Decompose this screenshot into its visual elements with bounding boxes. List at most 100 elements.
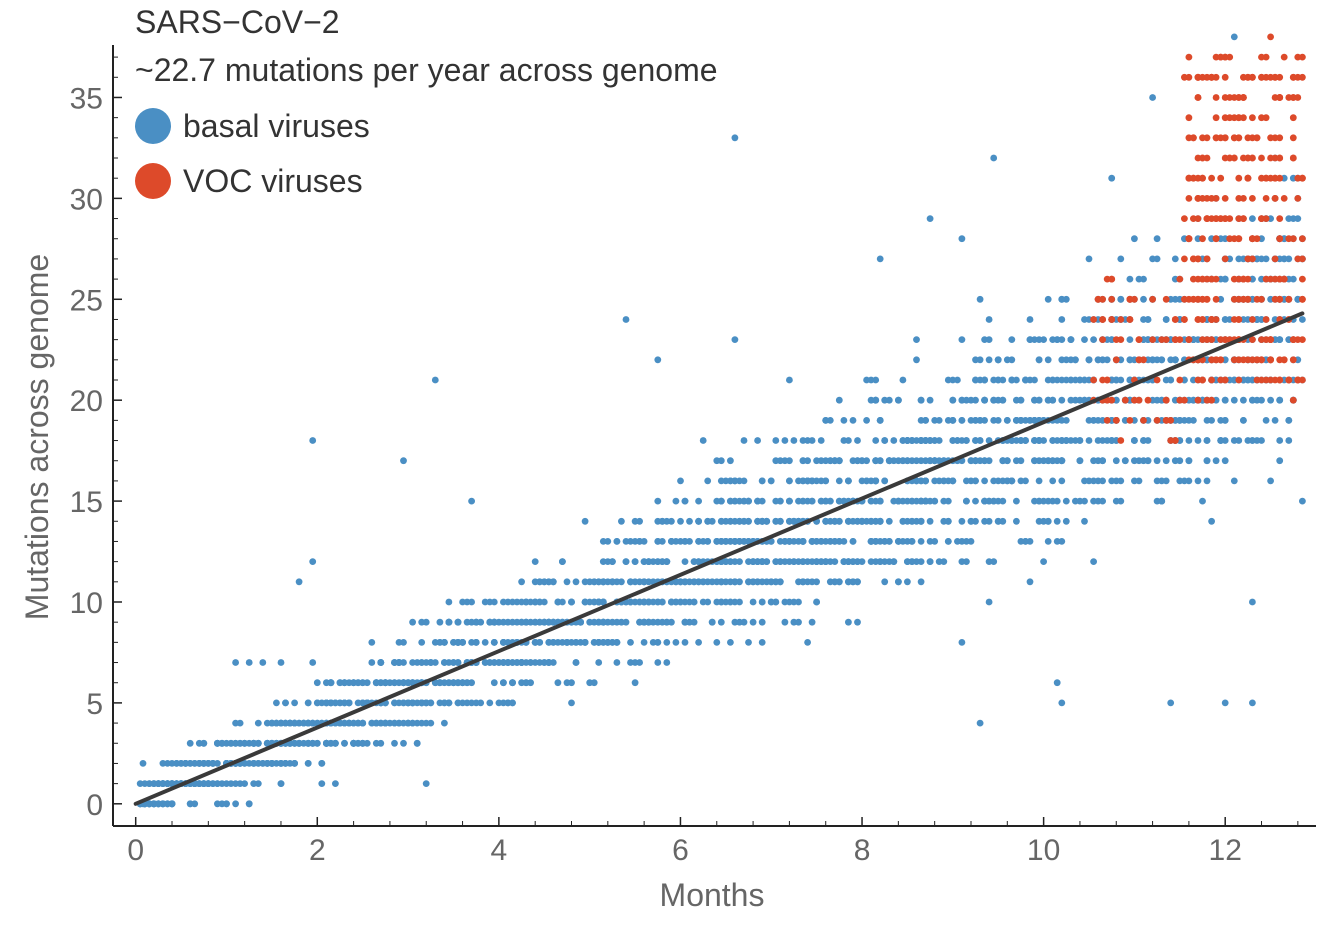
data-point-basal <box>767 477 775 485</box>
data-point-voc <box>1249 336 1256 343</box>
data-point-basal <box>817 558 825 565</box>
data-point-basal <box>245 800 253 808</box>
data-point-basal <box>817 437 825 444</box>
data-point-basal <box>1090 558 1097 565</box>
data-point-voc <box>1244 134 1252 142</box>
data-point-basal <box>1249 396 1256 404</box>
data-point-basal <box>581 639 589 646</box>
data-point-basal <box>577 618 584 626</box>
data-point-voc <box>1194 396 1202 404</box>
data-point-basal <box>922 417 929 424</box>
data-point-basal <box>536 639 544 646</box>
data-point-basal <box>409 679 416 687</box>
data-point-voc <box>1162 336 1170 343</box>
data-point-basal <box>663 659 671 666</box>
data-point-basal <box>931 477 939 485</box>
data-point-basal <box>463 598 471 606</box>
data-point-basal <box>786 497 793 505</box>
data-point-voc <box>1217 336 1225 343</box>
data-point-basal <box>1162 316 1170 323</box>
data-point-basal <box>1058 295 1066 303</box>
data-point-basal <box>413 739 421 747</box>
data-point-basal <box>1221 457 1229 465</box>
data-point-basal <box>981 517 988 525</box>
data-point-basal <box>1185 417 1193 424</box>
data-point-basal <box>1153 457 1161 465</box>
data-point-basal <box>863 457 870 465</box>
data-point-voc <box>1217 53 1225 61</box>
data-point-basal <box>1040 558 1047 565</box>
data-point-basal <box>1258 437 1265 444</box>
data-point-voc <box>1149 295 1156 303</box>
data-point-basal <box>976 417 984 424</box>
data-point-voc <box>1121 396 1129 404</box>
data-point-basal <box>1067 376 1075 384</box>
data-point-basal <box>254 719 262 727</box>
data-point-basal <box>627 639 634 646</box>
data-point-basal <box>781 618 789 626</box>
data-point-basal <box>1053 679 1061 687</box>
data-point-basal <box>672 497 680 505</box>
data-point-basal <box>904 578 911 586</box>
data-point-voc <box>1117 316 1125 323</box>
data-point-basal <box>767 598 775 606</box>
data-point-basal <box>1072 497 1079 505</box>
data-point-basal <box>1085 255 1093 263</box>
data-point-basal <box>904 558 911 565</box>
data-point-basal <box>831 517 839 525</box>
data-point-basal <box>1158 497 1166 505</box>
data-point-voc <box>1117 437 1125 444</box>
data-point-basal <box>1058 538 1066 545</box>
data-point-basal <box>599 578 607 586</box>
data-point-basal <box>663 639 671 646</box>
data-point-basal <box>1099 497 1106 505</box>
data-point-basal <box>758 558 766 565</box>
data-point-basal <box>490 639 498 646</box>
data-point-basal <box>958 437 966 444</box>
data-point-basal <box>895 538 902 545</box>
data-point-basal <box>400 679 407 687</box>
data-point-basal <box>890 437 898 444</box>
data-point-basal <box>554 679 562 687</box>
data-point-voc <box>1271 295 1279 303</box>
data-point-basal <box>1081 376 1088 384</box>
data-point-basal <box>1058 356 1066 364</box>
data-point-basal <box>1035 477 1043 485</box>
data-point-basal <box>559 558 566 565</box>
data-point-basal <box>1008 437 1016 444</box>
data-point-basal <box>441 639 448 646</box>
y-axis-title: Mutations across genome <box>19 254 55 620</box>
data-point-voc <box>1212 94 1220 101</box>
data-point-voc <box>1240 154 1247 162</box>
data-point-basal <box>250 780 258 787</box>
data-point-basal <box>885 558 893 565</box>
data-point-basal <box>926 396 934 404</box>
data-point-voc <box>1299 275 1306 283</box>
data-point-basal <box>1162 477 1170 485</box>
data-point-voc <box>1108 295 1116 303</box>
data-point-basal <box>1135 477 1143 485</box>
data-point-basal <box>749 598 757 606</box>
data-point-basal <box>599 538 607 545</box>
data-point-basal <box>481 639 489 646</box>
data-point-basal <box>1085 437 1093 444</box>
data-point-basal <box>672 578 680 586</box>
data-point-voc <box>1289 114 1297 122</box>
data-point-basal <box>813 598 820 606</box>
data-point-basal <box>509 679 516 687</box>
data-point-basal <box>804 639 811 646</box>
data-point-basal <box>1081 517 1088 525</box>
data-point-basal <box>872 477 880 485</box>
data-point-voc <box>1249 154 1256 162</box>
data-point-voc <box>1258 336 1265 343</box>
data-point-basal <box>1140 295 1147 303</box>
data-point-basal <box>872 396 880 404</box>
y-tick-label: 10 <box>70 587 103 620</box>
data-point-basal <box>204 780 212 787</box>
data-point-voc <box>1199 336 1206 343</box>
data-point-basal <box>581 578 589 586</box>
data-point-basal <box>772 437 780 444</box>
data-point-basal <box>363 679 371 687</box>
data-point-basal <box>1017 396 1025 404</box>
data-point-voc <box>1276 94 1284 101</box>
